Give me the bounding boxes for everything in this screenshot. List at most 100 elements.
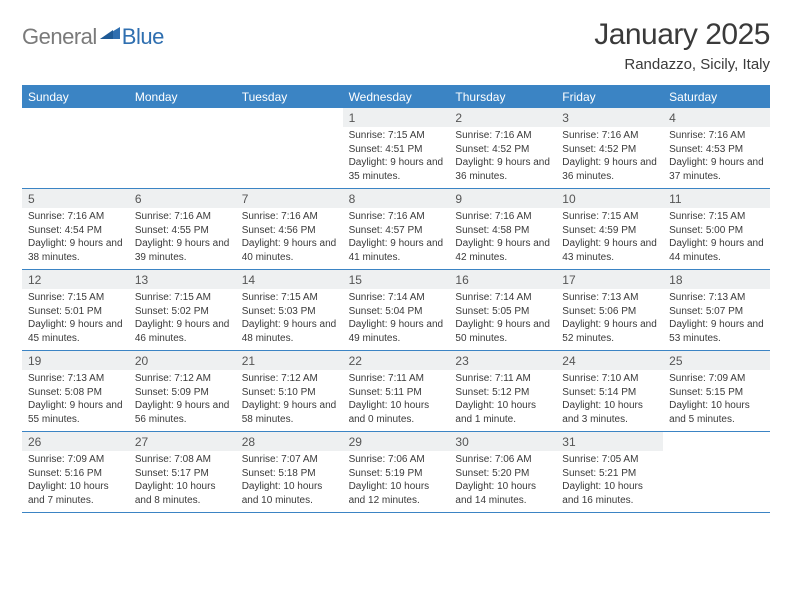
- sunrise-text: Sunrise: 7:16 AM: [562, 129, 657, 143]
- sunset-text: Sunset: 5:02 PM: [135, 305, 230, 319]
- calendar-day-number: 24: [556, 351, 663, 370]
- calendar-day-number: 20: [129, 351, 236, 370]
- sunrise-text: Sunrise: 7:09 AM: [28, 453, 123, 467]
- daylight-text: Daylight: 9 hours and 40 minutes.: [242, 237, 337, 264]
- sunrise-text: Sunrise: 7:14 AM: [455, 291, 550, 305]
- sunrise-text: Sunrise: 7:16 AM: [28, 210, 123, 224]
- calendar-day-number: 5: [22, 189, 129, 208]
- sunset-text: Sunset: 5:17 PM: [135, 467, 230, 481]
- calendar-day-info: Sunrise: 7:13 AMSunset: 5:08 PMDaylight:…: [22, 370, 129, 430]
- sunset-text: Sunset: 5:12 PM: [455, 386, 550, 400]
- calendar-cell: 25Sunrise: 7:09 AMSunset: 5:15 PMDayligh…: [663, 351, 770, 431]
- logo-triangle-icon: [100, 25, 120, 44]
- sunset-text: Sunset: 5:19 PM: [349, 467, 444, 481]
- sunrise-text: Sunrise: 7:16 AM: [669, 129, 764, 143]
- daylight-text: Daylight: 9 hours and 44 minutes.: [669, 237, 764, 264]
- daylight-text: Daylight: 9 hours and 49 minutes.: [349, 318, 444, 345]
- calendar-day-number: [663, 432, 770, 437]
- calendar-cell: 9Sunrise: 7:16 AMSunset: 4:58 PMDaylight…: [449, 189, 556, 269]
- calendar-day-info: Sunrise: 7:16 AMSunset: 4:52 PMDaylight:…: [449, 127, 556, 187]
- sunrise-text: Sunrise: 7:16 AM: [242, 210, 337, 224]
- daylight-text: Daylight: 9 hours and 42 minutes.: [455, 237, 550, 264]
- daylight-text: Daylight: 9 hours and 58 minutes.: [242, 399, 337, 426]
- sunrise-text: Sunrise: 7:07 AM: [242, 453, 337, 467]
- sunrise-text: Sunrise: 7:15 AM: [28, 291, 123, 305]
- calendar-cell: 17Sunrise: 7:13 AMSunset: 5:06 PMDayligh…: [556, 270, 663, 350]
- sunrise-text: Sunrise: 7:15 AM: [242, 291, 337, 305]
- calendar-cell: 27Sunrise: 7:08 AMSunset: 5:17 PMDayligh…: [129, 432, 236, 512]
- calendar-day-number: 17: [556, 270, 663, 289]
- calendar-day-number: 19: [22, 351, 129, 370]
- daylight-text: Daylight: 9 hours and 55 minutes.: [28, 399, 123, 426]
- calendar-cell: 12Sunrise: 7:15 AMSunset: 5:01 PMDayligh…: [22, 270, 129, 350]
- calendar-cell: 21Sunrise: 7:12 AMSunset: 5:10 PMDayligh…: [236, 351, 343, 431]
- calendar-day-number: 12: [22, 270, 129, 289]
- daylight-text: Daylight: 9 hours and 52 minutes.: [562, 318, 657, 345]
- calendar-day-number: [236, 108, 343, 113]
- calendar-cell: 29Sunrise: 7:06 AMSunset: 5:19 PMDayligh…: [343, 432, 450, 512]
- calendar-day-number: 29: [343, 432, 450, 451]
- calendar-weeks: 1Sunrise: 7:15 AMSunset: 4:51 PMDaylight…: [22, 108, 770, 513]
- daylight-text: Daylight: 9 hours and 50 minutes.: [455, 318, 550, 345]
- sunrise-text: Sunrise: 7:06 AM: [455, 453, 550, 467]
- calendar-day-number: 26: [22, 432, 129, 451]
- daylight-text: Daylight: 9 hours and 53 minutes.: [669, 318, 764, 345]
- sunset-text: Sunset: 4:54 PM: [28, 224, 123, 238]
- logo-text-general: General: [22, 24, 97, 50]
- sunset-text: Sunset: 5:07 PM: [669, 305, 764, 319]
- header: General Blue January 2025 Randazzo, Sici…: [22, 18, 770, 73]
- calendar-cell: [236, 108, 343, 188]
- calendar-day-number: 25: [663, 351, 770, 370]
- calendar-cell: 3Sunrise: 7:16 AMSunset: 4:52 PMDaylight…: [556, 108, 663, 188]
- calendar-day-info: Sunrise: 7:09 AMSunset: 5:16 PMDaylight:…: [22, 451, 129, 511]
- calendar-day-info: Sunrise: 7:07 AMSunset: 5:18 PMDaylight:…: [236, 451, 343, 511]
- calendar-day-number: 11: [663, 189, 770, 208]
- calendar-cell: 18Sunrise: 7:13 AMSunset: 5:07 PMDayligh…: [663, 270, 770, 350]
- calendar-day-info: Sunrise: 7:13 AMSunset: 5:07 PMDaylight:…: [663, 289, 770, 349]
- calendar-cell: 11Sunrise: 7:15 AMSunset: 5:00 PMDayligh…: [663, 189, 770, 269]
- calendar-day-number: 2: [449, 108, 556, 127]
- logo: General Blue: [22, 24, 164, 50]
- day-header-cell: Tuesday: [236, 85, 343, 108]
- sunset-text: Sunset: 4:58 PM: [455, 224, 550, 238]
- calendar-cell: 2Sunrise: 7:16 AMSunset: 4:52 PMDaylight…: [449, 108, 556, 188]
- daylight-text: Daylight: 9 hours and 36 minutes.: [455, 156, 550, 183]
- calendar-day-number: 31: [556, 432, 663, 451]
- daylight-text: Daylight: 10 hours and 8 minutes.: [135, 480, 230, 507]
- sunrise-text: Sunrise: 7:13 AM: [28, 372, 123, 386]
- sunrise-text: Sunrise: 7:10 AM: [562, 372, 657, 386]
- calendar-day-info: Sunrise: 7:16 AMSunset: 4:56 PMDaylight:…: [236, 208, 343, 268]
- calendar-day-number: 21: [236, 351, 343, 370]
- calendar: SundayMondayTuesdayWednesdayThursdayFrid…: [22, 85, 770, 513]
- sunrise-text: Sunrise: 7:16 AM: [135, 210, 230, 224]
- calendar-day-number: 18: [663, 270, 770, 289]
- calendar-cell: 6Sunrise: 7:16 AMSunset: 4:55 PMDaylight…: [129, 189, 236, 269]
- daylight-text: Daylight: 9 hours and 56 minutes.: [135, 399, 230, 426]
- sunset-text: Sunset: 5:01 PM: [28, 305, 123, 319]
- daylight-text: Daylight: 10 hours and 3 minutes.: [562, 399, 657, 426]
- calendar-day-number: 28: [236, 432, 343, 451]
- calendar-day-info: Sunrise: 7:05 AMSunset: 5:21 PMDaylight:…: [556, 451, 663, 511]
- calendar-day-info: Sunrise: 7:06 AMSunset: 5:19 PMDaylight:…: [343, 451, 450, 511]
- calendar-day-number: 10: [556, 189, 663, 208]
- calendar-day-info: Sunrise: 7:12 AMSunset: 5:10 PMDaylight:…: [236, 370, 343, 430]
- sunrise-text: Sunrise: 7:14 AM: [349, 291, 444, 305]
- day-header-cell: Thursday: [449, 85, 556, 108]
- day-header-cell: Sunday: [22, 85, 129, 108]
- calendar-day-info: Sunrise: 7:15 AMSunset: 5:01 PMDaylight:…: [22, 289, 129, 349]
- sunset-text: Sunset: 5:00 PM: [669, 224, 764, 238]
- sunrise-text: Sunrise: 7:15 AM: [349, 129, 444, 143]
- sunset-text: Sunset: 4:52 PM: [455, 143, 550, 157]
- daylight-text: Daylight: 10 hours and 12 minutes.: [349, 480, 444, 507]
- daylight-text: Daylight: 9 hours and 48 minutes.: [242, 318, 337, 345]
- daylight-text: Daylight: 9 hours and 39 minutes.: [135, 237, 230, 264]
- calendar-cell: 20Sunrise: 7:12 AMSunset: 5:09 PMDayligh…: [129, 351, 236, 431]
- sunrise-text: Sunrise: 7:12 AM: [242, 372, 337, 386]
- calendar-day-info: Sunrise: 7:06 AMSunset: 5:20 PMDaylight:…: [449, 451, 556, 511]
- daylight-text: Daylight: 9 hours and 46 minutes.: [135, 318, 230, 345]
- calendar-day-number: 6: [129, 189, 236, 208]
- calendar-day-info: Sunrise: 7:16 AMSunset: 4:54 PMDaylight:…: [22, 208, 129, 268]
- calendar-day-info: Sunrise: 7:09 AMSunset: 5:15 PMDaylight:…: [663, 370, 770, 430]
- calendar-day-info: Sunrise: 7:11 AMSunset: 5:11 PMDaylight:…: [343, 370, 450, 430]
- calendar-week-row: 26Sunrise: 7:09 AMSunset: 5:16 PMDayligh…: [22, 432, 770, 513]
